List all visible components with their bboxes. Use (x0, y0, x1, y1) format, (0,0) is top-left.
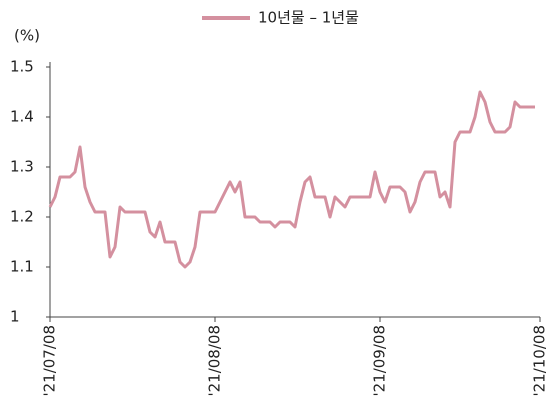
y-tick-label: 1 (10, 308, 20, 326)
x-tick-label: '21/07/08 (41, 325, 59, 397)
y-tick-label: 1.2 (10, 208, 34, 226)
x-tick-label: '21/10/08 (531, 325, 549, 397)
x-tick-label: '21/09/08 (371, 325, 389, 397)
x-tick-label: '21/08/08 (206, 325, 224, 397)
y-tick-label: 1.5 (10, 58, 34, 76)
legend-label: 10년물 – 1년물 (258, 9, 359, 27)
y-tick-label: 1.4 (10, 108, 34, 126)
line-series (48, 90, 535, 269)
y-unit: (%) (14, 27, 40, 45)
y-tick-label: 1.1 (10, 258, 34, 276)
y-tick-label: 1.3 (10, 158, 34, 176)
